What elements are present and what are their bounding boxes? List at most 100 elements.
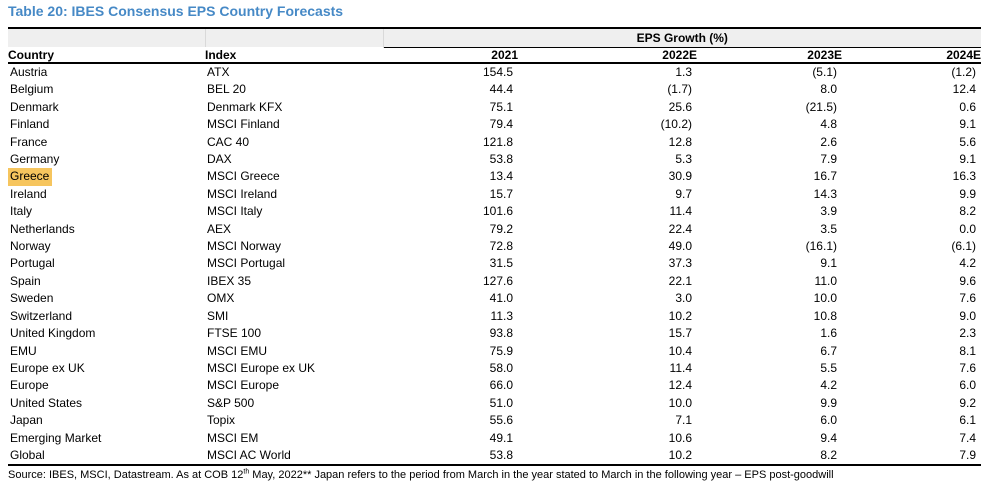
value-2023e-cell: 9.9 bbox=[820, 395, 837, 410]
table-title: Table 20: IBES Consensus EPS Country For… bbox=[8, 3, 344, 19]
index-cell: MSCI Europe bbox=[207, 378, 280, 393]
index-cell: IBEX 35 bbox=[207, 273, 252, 288]
table-body: Austria ATX 154.5 1.3 (5.1) (1.2) Belgiu… bbox=[8, 63, 982, 467]
value-2022e-cell: (10.2) bbox=[660, 117, 692, 132]
country-cell: EMU bbox=[10, 343, 37, 358]
value-2023e-cell: 9.4 bbox=[820, 430, 837, 445]
source-note-text: Source: IBES, MSCI, Datastream. As at CO… bbox=[8, 469, 244, 482]
value-2023e-cell: 8.0 bbox=[820, 82, 837, 97]
value-2022e-cell: 1.3 bbox=[675, 65, 692, 79]
country-cell: Netherlands bbox=[10, 221, 75, 236]
value-2021-cell: 154.5 bbox=[482, 65, 513, 79]
value-2024e-cell: (6.1) bbox=[951, 239, 977, 254]
value-2021-cell: 41.0 bbox=[489, 291, 513, 306]
value-2022e-cell: 12.8 bbox=[668, 134, 692, 149]
index-cell: FTSE 100 bbox=[207, 326, 262, 341]
column-header-2021: 2021 bbox=[383, 47, 518, 64]
country-cell: Ireland bbox=[10, 186, 47, 201]
index-cell: MSCI Italy bbox=[207, 204, 263, 219]
index-cell: MSCI Greece bbox=[207, 169, 280, 184]
value-2023e-cell: 11.0 bbox=[814, 273, 837, 288]
value-2022e-cell: 10.0 bbox=[668, 395, 692, 410]
value-2024e-cell: 16.3 bbox=[952, 169, 977, 184]
value-2022e-cell: 25.6 bbox=[668, 99, 692, 114]
column-header-2023e: 2023E bbox=[697, 47, 842, 64]
value-2024e-cell: 6.1 bbox=[959, 413, 977, 428]
value-2023e-cell: (5.1) bbox=[812, 65, 837, 79]
value-2021-cell: 127.6 bbox=[482, 273, 513, 288]
value-2022e-cell: 10.2 bbox=[668, 308, 692, 323]
value-2024e-cell: 8.1 bbox=[959, 343, 977, 358]
value-2022e-cell: 3.0 bbox=[675, 291, 692, 306]
index-cell: MSCI EMU bbox=[207, 343, 267, 358]
value-2024e-cell: 8.2 bbox=[959, 204, 977, 219]
value-2024e-cell: 7.6 bbox=[959, 360, 977, 375]
index-cell: Denmark KFX bbox=[207, 99, 283, 114]
value-2021-cell: 13.4 bbox=[489, 169, 513, 184]
value-2024e-cell: 7.4 bbox=[959, 430, 977, 445]
index-cell: MSCI Ireland bbox=[207, 186, 278, 201]
value-2022e-cell: 9.7 bbox=[675, 186, 692, 201]
index-cell: DAX bbox=[207, 152, 232, 167]
value-2021-cell: 31.5 bbox=[489, 256, 513, 271]
country-cell: Portugal bbox=[10, 256, 55, 271]
value-2021-cell: 15.7 bbox=[489, 186, 513, 201]
value-2022e-cell: 22.1 bbox=[668, 273, 692, 288]
value-2021-cell: 75.9 bbox=[489, 343, 513, 358]
value-2021-cell: 55.6 bbox=[489, 413, 513, 428]
country-cell: Finland bbox=[10, 117, 50, 132]
source-note: Source: IBES, MSCI, Datastream. As at CO… bbox=[8, 469, 989, 482]
value-2021-cell: 93.8 bbox=[489, 326, 513, 341]
value-2024e-cell: 6.0 bbox=[959, 378, 977, 393]
column-header-2022e: 2022E bbox=[518, 47, 697, 64]
index-cell: OMX bbox=[207, 291, 235, 306]
value-2024e-cell: 9.2 bbox=[959, 395, 977, 410]
value-2022e-cell: 15.7 bbox=[668, 326, 692, 341]
value-2022e-cell: 7.1 bbox=[675, 413, 692, 428]
table-row: Netherlands AEX 79.2 22.4 3.5 0.0 bbox=[8, 221, 981, 238]
value-2024e-cell: 12.4 bbox=[952, 82, 977, 97]
table-row: United Kingdom FTSE 100 93.8 15.7 1.6 2.… bbox=[8, 325, 981, 342]
value-2021-cell: 72.8 bbox=[489, 239, 513, 254]
table-row: Global MSCI AC World 53.8 10.2 8.2 7.9 bbox=[8, 446, 982, 467]
table-row: Greece MSCI Greece 13.4 30.9 16.7 16.3 bbox=[8, 168, 981, 186]
index-cell: MSCI Portugal bbox=[207, 256, 286, 271]
value-2022e-cell: 22.4 bbox=[668, 221, 692, 236]
report-page: Table 20: IBES Consensus EPS Country For… bbox=[0, 3, 989, 500]
index-cell: Topix bbox=[207, 413, 236, 428]
value-2022e-cell: (1.7) bbox=[667, 82, 692, 97]
value-2021-cell: 53.8 bbox=[489, 152, 513, 167]
group-header-spacer-index bbox=[205, 28, 384, 47]
value-2021-cell: 101.6 bbox=[482, 204, 513, 219]
value-2023e-cell: 1.6 bbox=[820, 326, 837, 341]
column-header-row: Country Index 2021 2022E 2023E 2024E bbox=[8, 47, 982, 64]
table-row: United States S&P 500 51.0 10.0 9.9 9.2 bbox=[8, 395, 981, 412]
column-header-country: Country bbox=[8, 47, 205, 64]
value-2022e-cell: 37.3 bbox=[668, 256, 692, 271]
country-cell: Greece bbox=[8, 168, 53, 186]
table-row: Japan Topix 55.6 7.1 6.0 6.1 bbox=[8, 412, 981, 429]
table-row: EMU MSCI EMU 75.9 10.4 6.7 8.1 bbox=[8, 343, 981, 360]
table-row: Spain IBEX 35 127.6 22.1 11.0 9.6 bbox=[8, 273, 981, 290]
table-row: Ireland MSCI Ireland 15.7 9.7 14.3 9.9 bbox=[8, 186, 981, 203]
value-2024e-cell: 9.1 bbox=[959, 117, 977, 132]
value-2022e-cell: 11.4 bbox=[669, 360, 692, 375]
value-2023e-cell: 10.8 bbox=[813, 308, 837, 323]
value-2023e-cell: 3.5 bbox=[820, 221, 837, 236]
country-cell: Global bbox=[10, 447, 45, 462]
value-2022e-cell: 11.4 bbox=[669, 204, 692, 219]
table-row: Denmark Denmark KFX 75.1 25.6 (21.5) 0.6 bbox=[8, 99, 981, 116]
country-cell: Switzerland bbox=[10, 308, 73, 323]
value-2021-cell: 11.3 bbox=[490, 308, 513, 323]
country-cell: United Kingdom bbox=[10, 326, 96, 341]
value-2024e-cell: 7.9 bbox=[842, 446, 982, 467]
country-cell: Norway bbox=[10, 239, 51, 254]
table-row: Norway MSCI Norway 72.8 49.0 (16.1) (6.1… bbox=[8, 238, 981, 255]
value-2022e-cell: 10.2 bbox=[518, 446, 697, 467]
value-2021-cell: 121.8 bbox=[482, 134, 513, 149]
value-2024e-cell: 9.1 bbox=[959, 152, 977, 167]
value-2023e-cell: 16.7 bbox=[813, 169, 837, 184]
table-row: Italy MSCI Italy 101.6 11.4 3.9 8.2 bbox=[8, 203, 981, 220]
value-2023e-cell: 9.1 bbox=[820, 256, 837, 271]
group-header-row: EPS Growth (%) bbox=[8, 28, 982, 48]
